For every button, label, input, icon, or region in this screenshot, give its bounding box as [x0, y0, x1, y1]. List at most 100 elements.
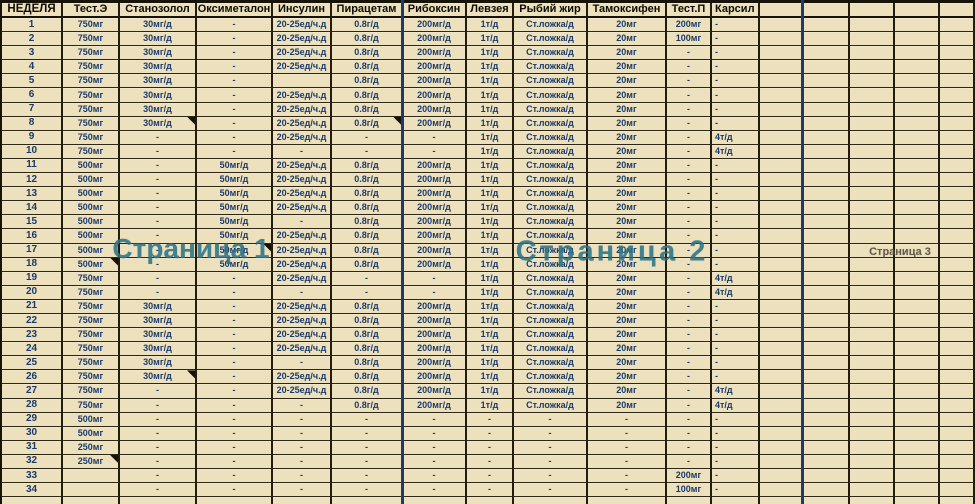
cell-empty2[interactable] — [803, 440, 850, 455]
cell-empty5[interactable] — [940, 18, 975, 33]
cell-empty4[interactable] — [895, 497, 940, 504]
cell-tamoxifen[interactable]: 20мг — [588, 384, 667, 399]
column-header-empty3[interactable] — [850, 3, 895, 18]
column-header-leuzea[interactable]: Левзея — [467, 3, 514, 18]
cell-piracetam[interactable]: 0.8г/д — [332, 243, 403, 258]
cell-oxymetalon[interactable]: - — [197, 412, 273, 427]
cell-insulin[interactable]: - — [273, 440, 332, 455]
cell-empty1[interactable] — [760, 313, 803, 329]
cell-piracetam[interactable]: - — [332, 130, 403, 145]
cell-empty1[interactable] — [760, 60, 803, 75]
cell-week[interactable]: 29 — [2, 412, 63, 427]
cell-piracetam[interactable]: 0.8г/д — [332, 342, 403, 357]
cell-test_e[interactable]: 250мг — [63, 454, 120, 469]
cell-riboxin[interactable]: 200мг/д — [403, 158, 467, 174]
cell-week[interactable]: 1 — [2, 18, 63, 33]
cell-insulin[interactable]: 20-25ед/ч.д — [273, 46, 332, 61]
cell-tamoxifen[interactable]: 20мг — [588, 201, 667, 216]
cell-empty5[interactable] — [940, 257, 975, 272]
cell-riboxin[interactable]: 200мг/д — [403, 215, 467, 230]
cell-insulin[interactable]: 20-25ед/ч.д — [273, 201, 332, 216]
cell-leuzea[interactable]: 1т/д — [467, 342, 514, 357]
cell-week[interactable]: 4 — [2, 60, 63, 75]
cell-stanozolol[interactable]: - — [120, 215, 197, 230]
cell-oxymetalon[interactable]: - — [197, 469, 273, 484]
column-header-karsil[interactable]: Карсил — [712, 3, 760, 18]
cell-karsil[interactable]: - — [712, 32, 760, 47]
cell-empty3[interactable] — [850, 187, 895, 202]
cell-insulin[interactable]: 20-25ед/ч.д — [273, 130, 332, 145]
cell-leuzea[interactable]: 1т/д — [467, 60, 514, 75]
cell-stanozolol[interactable]: - — [120, 229, 197, 244]
cell-test_p[interactable]: - — [667, 398, 712, 413]
cell-stanozolol[interactable]: 30мг/д — [120, 18, 197, 33]
cell-empty2[interactable] — [803, 229, 850, 244]
cell-week[interactable]: 17 — [2, 243, 63, 258]
cell-oxymetalon[interactable]: - — [197, 313, 273, 329]
cell-week[interactable]: 8 — [2, 116, 63, 131]
cell-test_e[interactable]: 750мг — [63, 60, 120, 75]
cell-week[interactable]: 9 — [2, 130, 63, 145]
cell-oxymetalon[interactable]: - — [197, 384, 273, 399]
cell-insulin[interactable]: 20-25ед/ч.д — [273, 60, 332, 75]
cell-test_e[interactable]: 500мг — [63, 412, 120, 427]
cell-empty1[interactable] — [760, 370, 803, 385]
cell-fish_oil[interactable]: Ст.ложка/д — [514, 144, 588, 159]
cell-oxymetalon[interactable]: - — [197, 116, 273, 131]
cell-insulin[interactable]: 20-25ед/ч.д — [273, 102, 332, 117]
cell-empty1[interactable] — [760, 187, 803, 202]
cell-week[interactable]: 28 — [2, 398, 63, 413]
cell-empty2[interactable] — [803, 215, 850, 230]
cell-empty2[interactable] — [803, 173, 850, 188]
cell-fish_oil[interactable]: Ст.ложка/д — [514, 299, 588, 314]
cell-oxymetalon[interactable]: - — [197, 328, 273, 343]
cell-insulin[interactable]: 20-25ед/ч.д — [273, 158, 332, 174]
cell-leuzea[interactable]: - — [467, 440, 514, 455]
cell-test_p[interactable]: - — [667, 412, 712, 427]
cell-empty2[interactable] — [803, 102, 850, 117]
cell-empty5[interactable] — [940, 173, 975, 188]
cell-empty3[interactable] — [850, 285, 895, 300]
cell-week[interactable]: 31 — [2, 440, 63, 455]
cell-test_e[interactable] — [63, 469, 120, 484]
cell-empty5[interactable] — [940, 74, 975, 89]
cell-oxymetalon[interactable]: - — [197, 370, 273, 385]
cell-oxymetalon[interactable] — [197, 497, 273, 504]
cell-piracetam[interactable]: 0.8г/д — [332, 299, 403, 314]
cell-piracetam[interactable]: 0.8г/д — [332, 229, 403, 244]
cell-leuzea[interactable]: 1т/д — [467, 398, 514, 413]
cell-empty2[interactable] — [803, 313, 850, 329]
cell-test_p[interactable]: - — [667, 74, 712, 89]
cell-leuzea[interactable]: 1т/д — [467, 313, 514, 329]
cell-stanozolol[interactable]: - — [120, 412, 197, 427]
cell-karsil[interactable]: - — [712, 187, 760, 202]
cell-riboxin[interactable]: 200мг/д — [403, 201, 467, 216]
cell-test_p[interactable]: - — [667, 356, 712, 371]
cell-test_p[interactable]: - — [667, 328, 712, 343]
cell-empty5[interactable] — [940, 356, 975, 371]
cell-empty4[interactable] — [895, 229, 940, 244]
column-header-week[interactable]: НЕДЕЛЯ — [2, 3, 63, 18]
cell-test_p[interactable]: - — [667, 158, 712, 174]
cell-empty4[interactable] — [895, 74, 940, 89]
cell-week[interactable]: 24 — [2, 342, 63, 357]
cell-empty5[interactable] — [940, 497, 975, 504]
cell-empty2[interactable] — [803, 271, 850, 286]
cell-empty1[interactable] — [760, 412, 803, 427]
cell-empty1[interactable] — [760, 144, 803, 159]
cell-empty1[interactable] — [760, 88, 803, 103]
column-header-test_p[interactable]: Тест.П — [667, 3, 712, 18]
cell-empty5[interactable] — [940, 271, 975, 286]
cell-oxymetalon[interactable]: - — [197, 102, 273, 117]
cell-empty2[interactable] — [803, 74, 850, 89]
cell-week[interactable]: 32 — [2, 454, 63, 469]
cell-test_e[interactable]: 750мг — [63, 370, 120, 385]
cell-karsil[interactable]: - — [712, 328, 760, 343]
cell-empty5[interactable] — [940, 299, 975, 314]
cell-piracetam[interactable]: - — [332, 483, 403, 498]
cell-piracetam[interactable]: - — [332, 271, 403, 286]
cell-riboxin[interactable]: - — [403, 454, 467, 469]
cell-empty5[interactable] — [940, 412, 975, 427]
cell-empty4[interactable] — [895, 60, 940, 75]
cell-empty5[interactable] — [940, 243, 975, 258]
